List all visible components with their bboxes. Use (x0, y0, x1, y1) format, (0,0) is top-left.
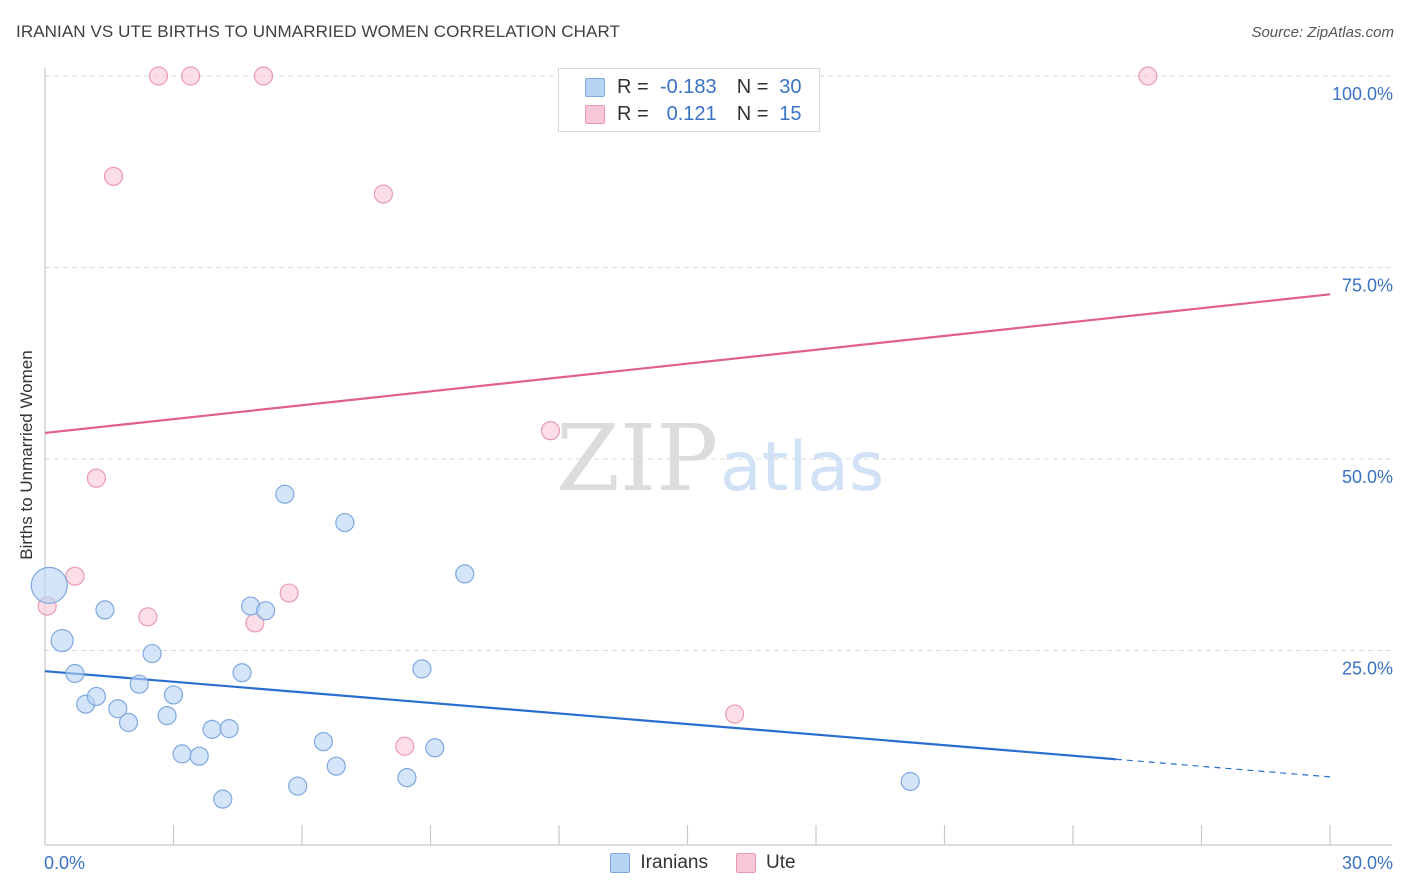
watermark-zip: ZIP (556, 405, 718, 512)
series-legend-ute: Ute (736, 852, 796, 874)
iranians-point (335, 512, 355, 533)
legend-swatch-iranians (585, 77, 605, 97)
ute-point (395, 736, 415, 756)
x-tick-label: 30.0% (1342, 853, 1393, 873)
iranians-point (118, 712, 139, 733)
y-tick-label: 25.0% (1342, 659, 1393, 679)
iranians-point (232, 663, 252, 683)
legend-swatch-ute (585, 104, 605, 124)
iranians-point (30, 566, 68, 604)
iranians-point (172, 744, 192, 764)
tick-labels: 25.0% 50.0% 75.0% 100.0% 0.0% 30.0% (44, 84, 1393, 873)
chart-title: IRANIAN VS UTE BIRTHS TO UNMARRIED WOMEN… (16, 22, 621, 41)
ute-point (373, 184, 393, 204)
iranians-point (326, 756, 346, 776)
ute-point (1138, 66, 1158, 86)
series-legend: Iranians Ute (0, 852, 1406, 874)
ute-point (148, 66, 169, 86)
source-label: Source: ZipAtlas.com (1251, 24, 1394, 41)
iranians-point (900, 771, 920, 792)
legend-n-label: N = (736, 102, 769, 125)
legend-n-value: 15 (779, 102, 802, 125)
iranians-point (95, 600, 115, 620)
series-swatch-ute (736, 853, 757, 873)
iranians-point (129, 674, 149, 694)
grid-lines (45, 75, 1395, 651)
legend-r-label: R = (617, 102, 649, 125)
iranians-point (50, 628, 74, 653)
iranians-trend-line (44, 670, 1116, 761)
iranians-point (412, 659, 432, 679)
ute-point (65, 566, 85, 586)
ute-point (540, 421, 561, 441)
watermark-atlas: atlas (720, 428, 884, 507)
y-tick-label: 100.0% (1332, 84, 1393, 104)
ute-point (138, 607, 158, 627)
iranians-point (65, 663, 85, 684)
iranians-point (108, 699, 128, 719)
y-tick-label: 75.0% (1342, 276, 1393, 296)
x-tick-label: 0.0% (44, 853, 85, 873)
axes (44, 68, 1392, 846)
legend-r-value: 0.121 (666, 102, 717, 125)
iranians-point (455, 564, 475, 584)
ute-point (103, 166, 124, 186)
y-tick-label: 50.0% (1342, 467, 1393, 487)
iranians-point (213, 789, 233, 809)
legend-row-ute: R = 0.121 N = 15 (585, 102, 804, 126)
legend-n-label: N = (736, 75, 769, 98)
ute-trend-line (44, 293, 1331, 435)
legend-n-value: 30 (779, 75, 802, 98)
watermark: ZIP atlas (556, 405, 884, 512)
legend-row-iranians: R = -0.183 N = 30 (585, 75, 804, 99)
legend-r-value: -0.183 (659, 75, 717, 98)
legend-r-label: R = (617, 75, 649, 98)
ute-point (725, 704, 745, 724)
ute-point (86, 468, 107, 488)
iranians-point (275, 484, 295, 504)
series-swatch-iranians (610, 853, 631, 873)
iranians-point (288, 776, 308, 796)
iranians-point (189, 746, 209, 766)
correlation-legend: R = -0.183 N = 30 R = 0.121 N = 15 (558, 68, 820, 132)
series-label-iranians: Iranians (640, 852, 709, 873)
iranians-point (202, 719, 222, 739)
ute-point (181, 66, 201, 86)
iranians-point (425, 738, 445, 758)
ute-point (279, 583, 299, 603)
ute-point (253, 66, 274, 86)
iranians-point (142, 643, 162, 664)
iranians-point (86, 686, 107, 707)
series-legend-iranians: Iranians (610, 852, 708, 874)
iranians-point (163, 685, 184, 705)
series-label-ute: Ute (766, 852, 796, 873)
iranians-point (397, 768, 417, 788)
iranians-point (219, 719, 239, 739)
iranians-point (157, 706, 177, 726)
data-points (30, 66, 1158, 809)
iranians-trend-extension (1115, 758, 1331, 778)
trend-lines (44, 293, 1331, 778)
iranians-point (313, 732, 334, 752)
iranians-point (255, 601, 276, 621)
